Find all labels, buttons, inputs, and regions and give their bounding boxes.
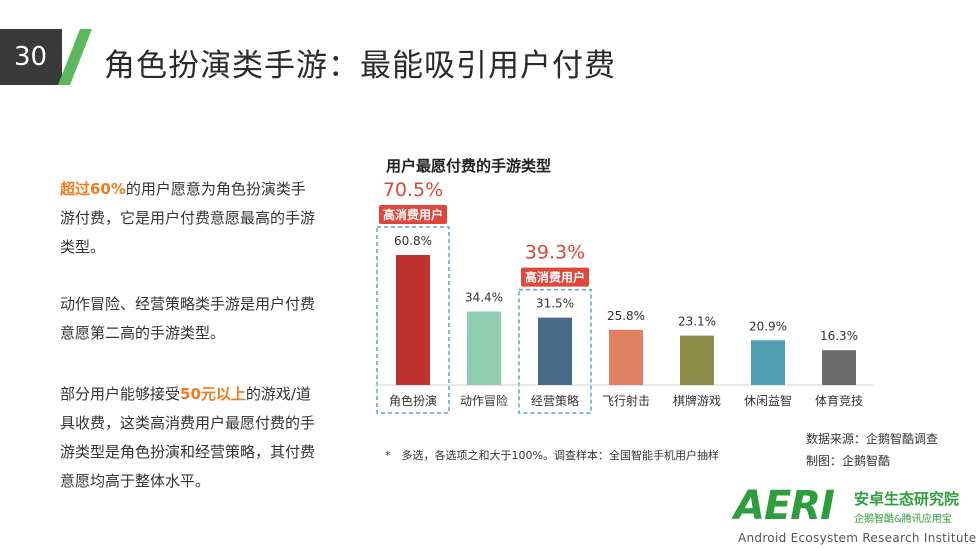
high-spend-badge-label: 高消费用户 xyxy=(383,207,443,222)
bar-value-label: 25.8% xyxy=(607,309,645,323)
logo-en-name: Android Ecosystem Research Institute xyxy=(738,531,977,545)
bar xyxy=(538,317,572,385)
data-source: 数据来源：企鹅智酷调查 xyxy=(806,432,939,446)
chart-title: 用户最愿付费的手游类型 xyxy=(386,157,552,175)
bar xyxy=(822,350,856,385)
bar-value-label: 16.3% xyxy=(820,329,858,343)
bar-chart: 高消费用户 70.5% 高消费用户 39.3% 60.8% 角色扮演 34.4% 动作冒险 31… xyxy=(375,180,873,414)
bar xyxy=(680,335,714,385)
highlight-box xyxy=(518,288,592,414)
paragraph-text: 的用户愿意为角色扮演类手游付费，它是用户付费意愿最高的手游类型。 xyxy=(60,180,316,256)
high-spend-badge xyxy=(521,267,589,287)
bar xyxy=(467,311,501,385)
bar-value-label: 60.8% xyxy=(394,234,432,248)
category-label: 动作冒险 xyxy=(460,393,508,408)
made-by: 制图：企鹅智酷 xyxy=(806,454,891,468)
header-accent-stripe xyxy=(58,29,92,85)
paragraph-role-play: 超过60%的用户愿意为角色扮演类手游付费，它是用户付费意愿最高的手游类型。 xyxy=(60,175,320,262)
high-spend-badge-label: 高消费用户 xyxy=(525,270,585,285)
high-spend-value: 70.5% xyxy=(383,180,443,201)
high-spend-badge xyxy=(379,205,447,224)
category-label: 体育竞技 xyxy=(815,393,863,408)
high-spend-value: 39.3% xyxy=(525,242,585,264)
highlight-over-60: 超过60% xyxy=(60,180,126,198)
slide-number: 30 xyxy=(0,29,62,85)
highlight-50-yuan: 50元以上 xyxy=(180,385,246,403)
category-label: 休闲益智 xyxy=(744,393,792,408)
bar xyxy=(609,329,643,385)
bar-value-label: 23.1% xyxy=(678,315,716,329)
bar-value-label: 31.5% xyxy=(536,297,574,311)
bar-value-label: 34.4% xyxy=(465,290,503,304)
page-title: 角色扮演类手游：最能吸引用户付费 xyxy=(104,48,616,84)
aeri-logo: AERI 安卓生态研究院 企鹅智酷&腾讯应用宝 Android Ecosyste… xyxy=(734,484,980,551)
highlight-box xyxy=(376,226,450,414)
paragraph-text: 的游戏/道具收费，这类高消费用户最愿付费的手游类型是角色扮演和经营策略，其付费意… xyxy=(60,385,316,490)
logo-cn-name: 安卓生态研究院 xyxy=(854,490,960,508)
category-label: 棋牌游戏 xyxy=(673,394,721,408)
category-label: 飞行射击 xyxy=(602,393,650,408)
paragraph-text: 部分用户能够接受 xyxy=(60,385,181,403)
category-label: 经营策略 xyxy=(531,393,579,408)
logo-cn-sub: 企鹅智酷&腾讯应用宝 xyxy=(854,514,952,525)
bar-value-label: 20.9% xyxy=(749,319,787,333)
logo-mark: AERI xyxy=(734,483,835,529)
source-block: 数据来源：企鹅智酷调查 制图：企鹅智酷 xyxy=(806,428,938,472)
footnote: * 多选，各选项之和大于100%。调查样本：全国智能手机用户抽样 xyxy=(385,449,719,462)
paragraph-second-highest: 动作冒险、经营策略类手游是用户付费意愿第二高的手游类型。 xyxy=(60,295,316,342)
paragraph-high-spend: 部分用户能够接受50元以上的游戏/道具收费，这类高消费用户最愿付费的手游类型是角… xyxy=(60,380,320,496)
category-label: 角色扮演 xyxy=(389,393,437,408)
bar xyxy=(396,255,430,385)
bar xyxy=(751,340,785,385)
